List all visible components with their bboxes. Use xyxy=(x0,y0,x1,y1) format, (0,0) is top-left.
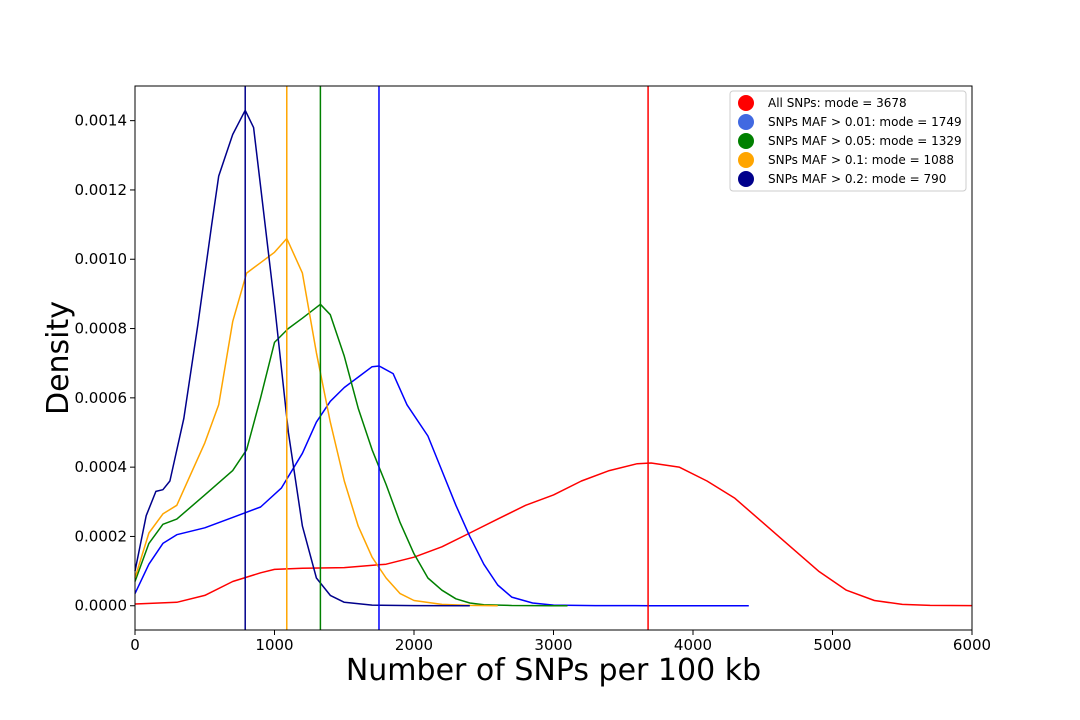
legend-marker xyxy=(738,114,754,130)
y-tick-label: 0.0000 xyxy=(75,597,128,615)
series-line-all-snps xyxy=(134,462,973,607)
y-tick-label: 0.0012 xyxy=(75,181,128,199)
mode-lines-layer xyxy=(244,86,649,630)
x-tick-label: 6000 xyxy=(953,636,991,654)
x-tick-label: 5000 xyxy=(813,636,851,654)
legend-entry-label: SNPs MAF > 0.1: mode = 1088 xyxy=(768,153,954,167)
y-tick-label: 0.0006 xyxy=(75,389,128,407)
legend-box xyxy=(729,90,967,192)
x-axis: 0 1000 2000 3000 4000 5000 6000 xyxy=(130,630,991,654)
y-tick-label: 0.0004 xyxy=(75,458,128,476)
x-tick-label: 0 xyxy=(130,636,140,654)
x-tick-label: 3000 xyxy=(534,636,572,654)
legend: All SNPs: mode = 3678 SNPs MAF > 0.01: mo… xyxy=(729,90,967,192)
legend-entry-label: SNPs MAF > 0.01: mode = 1749 xyxy=(768,115,962,129)
legend-entry-label: SNPs MAF > 0.05: mode = 1329 xyxy=(768,134,962,148)
y-tick-label: 0.0014 xyxy=(75,112,128,130)
y-axis-title: Density xyxy=(41,301,76,415)
x-tick-label: 4000 xyxy=(674,636,712,654)
x-tick-label: 1000 xyxy=(255,636,293,654)
x-tick-label: 2000 xyxy=(395,636,433,654)
series-line-snps-maf-0-01 xyxy=(134,365,749,607)
series-line-snps-maf-0-1 xyxy=(134,237,498,607)
series-line-snps-maf-0-05 xyxy=(134,303,568,607)
legend-marker xyxy=(738,171,754,187)
legend-marker xyxy=(738,152,754,168)
y-axis: 0.0000 0.0002 0.0004 0.0006 0.0008 0.0010 0.00… xyxy=(75,112,135,615)
y-tick-label: 0.0010 xyxy=(75,250,128,268)
x-axis-title: Number of SNPs per 100 kb xyxy=(346,653,761,688)
y-tick-label: 0.0002 xyxy=(75,527,128,545)
legend-entry-label: SNPs MAF > 0.2: mode = 790 xyxy=(768,172,946,186)
legend-entry-label: All SNPs: mode = 3678 xyxy=(768,96,907,110)
series-line-snps-maf-0-2 xyxy=(134,109,470,607)
y-tick-label: 0.0008 xyxy=(75,320,128,338)
legend-marker xyxy=(738,133,754,149)
legend-marker xyxy=(738,95,754,111)
